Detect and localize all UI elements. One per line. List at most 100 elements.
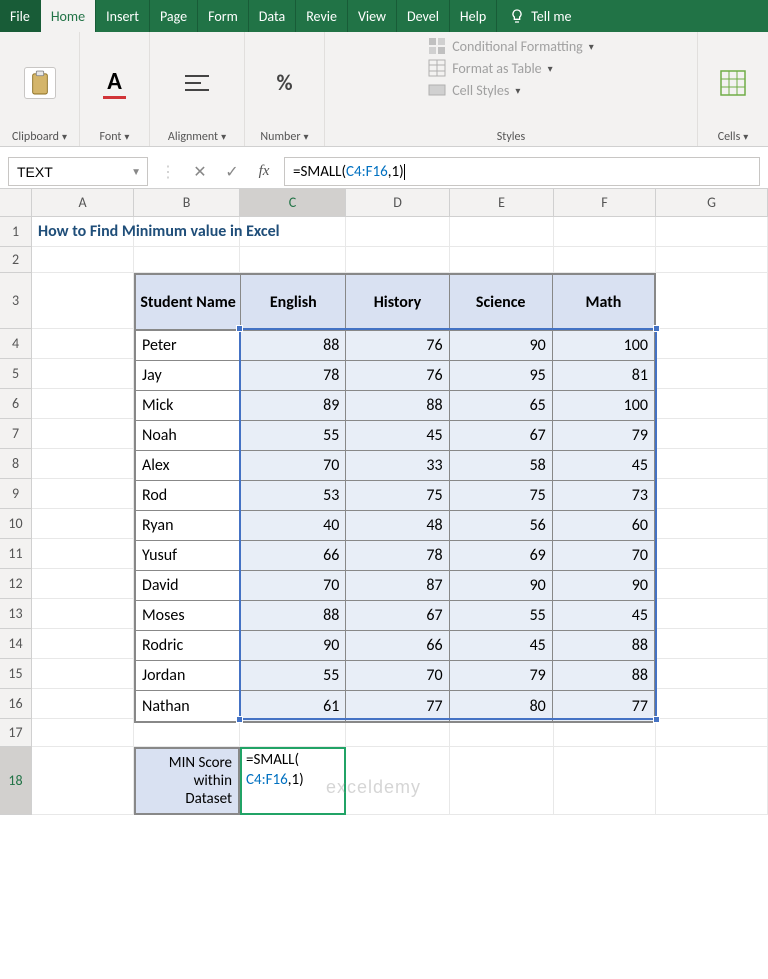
cell-G2[interactable] bbox=[656, 247, 768, 273]
score-cell[interactable]: 78 bbox=[346, 541, 449, 571]
score-cell[interactable]: 88 bbox=[241, 331, 346, 361]
score-cell[interactable]: 70 bbox=[553, 541, 654, 571]
font-button[interactable]: A bbox=[97, 65, 133, 101]
row-header-13[interactable]: 13 bbox=[0, 599, 32, 629]
row-header-6[interactable]: 6 bbox=[0, 389, 32, 419]
score-cell[interactable]: 56 bbox=[450, 511, 553, 541]
cell-G5[interactable] bbox=[656, 359, 768, 389]
student-name[interactable]: Peter bbox=[136, 331, 241, 361]
row-header-3[interactable]: 3 bbox=[0, 273, 32, 329]
score-cell[interactable]: 53 bbox=[241, 481, 346, 511]
table-header-4[interactable]: Math bbox=[553, 275, 654, 331]
name-box[interactable] bbox=[9, 164, 125, 180]
score-cell[interactable]: 89 bbox=[241, 391, 346, 421]
chevron-down-icon[interactable]: ▾ bbox=[62, 130, 67, 143]
col-header-B[interactable]: B bbox=[134, 189, 240, 216]
cell-A3[interactable] bbox=[32, 273, 134, 329]
score-cell[interactable]: 67 bbox=[450, 421, 553, 451]
score-cell[interactable]: 100 bbox=[553, 391, 654, 421]
paste-button[interactable] bbox=[24, 67, 56, 99]
tellme-search[interactable]: Tell me bbox=[497, 0, 583, 32]
cell-D2[interactable] bbox=[346, 247, 450, 273]
score-cell[interactable]: 95 bbox=[450, 361, 553, 391]
score-cell[interactable]: 67 bbox=[346, 601, 449, 631]
score-cell[interactable]: 90 bbox=[450, 571, 553, 601]
row-header-1[interactable]: 1 bbox=[0, 217, 32, 247]
cell-G9[interactable] bbox=[656, 479, 768, 509]
selection-handle[interactable] bbox=[236, 716, 243, 723]
alignment-button[interactable] bbox=[179, 65, 215, 101]
score-cell[interactable]: 66 bbox=[241, 541, 346, 571]
col-header-E[interactable]: E bbox=[450, 189, 554, 216]
cell-G10[interactable] bbox=[656, 509, 768, 539]
cell-A18[interactable] bbox=[32, 747, 134, 815]
row-header-16[interactable]: 16 bbox=[0, 689, 32, 719]
tab-formulas[interactable]: Form bbox=[198, 0, 249, 32]
chevron-down-icon[interactable]: ▼ bbox=[125, 165, 147, 178]
score-cell[interactable]: 58 bbox=[450, 451, 553, 481]
row-header-11[interactable]: 11 bbox=[0, 539, 32, 569]
conditional-formatting-button[interactable]: Conditional Formatting▾ bbox=[428, 37, 594, 55]
score-cell[interactable]: 66 bbox=[346, 631, 449, 661]
cell-B2[interactable] bbox=[134, 247, 240, 273]
cell-A6[interactable] bbox=[32, 389, 134, 419]
insert-function-button[interactable]: fx bbox=[248, 155, 280, 188]
score-cell[interactable]: 90 bbox=[450, 331, 553, 361]
score-cell[interactable]: 48 bbox=[346, 511, 449, 541]
score-cell[interactable]: 77 bbox=[553, 691, 654, 721]
cell-styles-button[interactable]: Cell Styles▾ bbox=[428, 81, 520, 99]
table-header-3[interactable]: Science bbox=[450, 275, 553, 331]
cell-D1[interactable] bbox=[346, 217, 450, 247]
tab-data[interactable]: Data bbox=[249, 0, 296, 32]
score-cell[interactable]: 76 bbox=[346, 331, 449, 361]
cell-A8[interactable] bbox=[32, 449, 134, 479]
score-cell[interactable]: 33 bbox=[346, 451, 449, 481]
student-name[interactable]: David bbox=[136, 571, 241, 601]
score-cell[interactable]: 45 bbox=[346, 421, 449, 451]
cell-G16[interactable] bbox=[656, 689, 768, 719]
cell-A7[interactable] bbox=[32, 419, 134, 449]
table-header-2[interactable]: History bbox=[346, 275, 449, 331]
cell-C2[interactable] bbox=[240, 247, 346, 273]
tab-review[interactable]: Revie bbox=[296, 0, 348, 32]
score-cell[interactable]: 77 bbox=[346, 691, 449, 721]
cell-A9[interactable] bbox=[32, 479, 134, 509]
cell-F1[interactable] bbox=[554, 217, 656, 247]
student-name[interactable]: Jordan bbox=[136, 661, 241, 691]
tab-help[interactable]: Help bbox=[450, 0, 497, 32]
row-header-12[interactable]: 12 bbox=[0, 569, 32, 599]
selection-handle[interactable] bbox=[653, 325, 660, 332]
tab-developer[interactable]: Devel bbox=[397, 0, 450, 32]
tab-page[interactable]: Page bbox=[150, 0, 198, 32]
row-header-15[interactable]: 15 bbox=[0, 659, 32, 689]
cell-A4[interactable] bbox=[32, 329, 134, 359]
cell-G17[interactable] bbox=[656, 719, 768, 747]
cell-G12[interactable] bbox=[656, 569, 768, 599]
student-name[interactable]: Rod bbox=[136, 481, 241, 511]
tab-file[interactable]: File bbox=[0, 0, 41, 32]
enter-button[interactable]: ✓ bbox=[216, 155, 248, 188]
score-cell[interactable]: 55 bbox=[241, 661, 346, 691]
student-name[interactable]: Jay bbox=[136, 361, 241, 391]
chevron-down-icon[interactable]: ▾ bbox=[304, 130, 309, 143]
student-name[interactable]: Moses bbox=[136, 601, 241, 631]
cell-G15[interactable] bbox=[656, 659, 768, 689]
cell-A10[interactable] bbox=[32, 509, 134, 539]
row-header-2[interactable]: 2 bbox=[0, 247, 32, 273]
table-header-0[interactable]: Student Name bbox=[136, 275, 241, 331]
score-cell[interactable]: 80 bbox=[450, 691, 553, 721]
cell-A12[interactable] bbox=[32, 569, 134, 599]
cell-G4[interactable] bbox=[656, 329, 768, 359]
number-button[interactable]: % bbox=[267, 65, 303, 101]
cell-A14[interactable] bbox=[32, 629, 134, 659]
student-name[interactable]: Noah bbox=[136, 421, 241, 451]
cell-A15[interactable] bbox=[32, 659, 134, 689]
chevron-down-icon[interactable]: ▾ bbox=[221, 130, 226, 143]
row-header-4[interactable]: 4 bbox=[0, 329, 32, 359]
score-cell[interactable]: 100 bbox=[553, 331, 654, 361]
cell-D18[interactable] bbox=[346, 747, 450, 815]
score-cell[interactable]: 87 bbox=[346, 571, 449, 601]
score-cell[interactable]: 75 bbox=[346, 481, 449, 511]
cell-A11[interactable] bbox=[32, 539, 134, 569]
format-as-table-button[interactable]: Format as Table▾ bbox=[428, 59, 552, 77]
